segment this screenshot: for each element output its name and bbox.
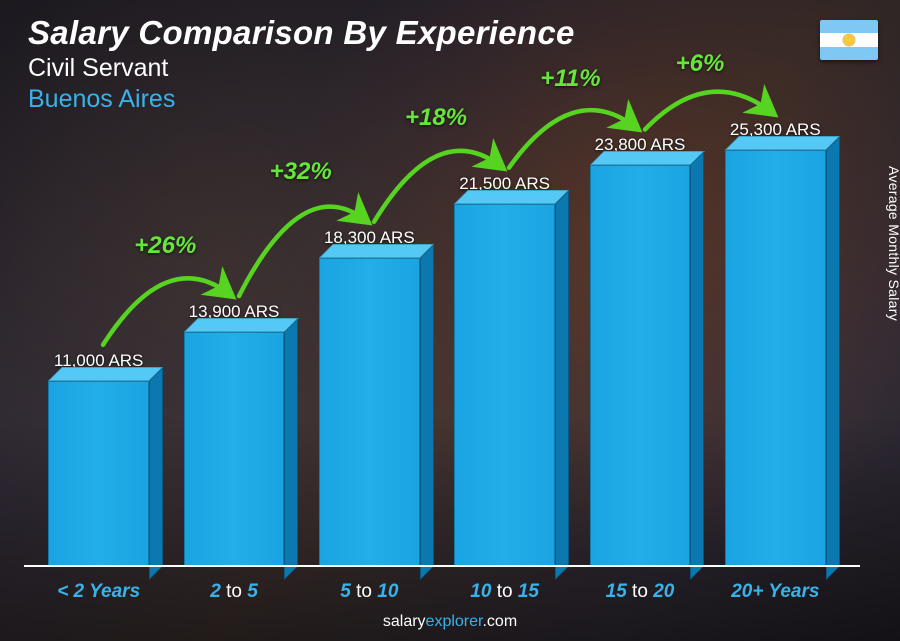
- bar-slot: 25,300 ARS: [717, 120, 834, 566]
- category-label: 2 to 5: [175, 581, 292, 603]
- bar-slot: 21,500 ARS: [446, 120, 563, 566]
- bar-side-face: [420, 244, 434, 580]
- bar-top-face: [454, 190, 569, 204]
- bar-side-face: [826, 136, 840, 580]
- bar-front-face: [184, 332, 285, 566]
- category-label: 15 to 20: [581, 581, 698, 603]
- bar: [725, 150, 826, 566]
- bar: [319, 258, 420, 566]
- bar: [184, 332, 285, 566]
- flag-sun-icon: [844, 35, 855, 46]
- bar-side-face: [555, 190, 569, 580]
- flag-stripe-top: [820, 20, 878, 33]
- footer-attribution: salaryexplorer.com: [0, 613, 900, 631]
- category-axis: < 2 Years 2 to 5 5 to 10 10 to 15 15 to 20 20…: [34, 581, 840, 603]
- chart-canvas: Salary Comparison By Experience Civil Se…: [0, 0, 900, 641]
- bar-side-face: [149, 367, 163, 580]
- bar: [590, 165, 691, 566]
- bar-group: 11,000 ARS13,900 ARS18,300 ARS21,500 ARS…: [34, 120, 840, 566]
- bar-front-face: [319, 258, 420, 566]
- category-label: 10 to 15: [446, 581, 563, 603]
- increment-pct: +6%: [676, 50, 725, 78]
- bar-top-face: [319, 244, 434, 258]
- bar-top-face: [48, 367, 163, 381]
- bar-slot: 18,300 ARS: [311, 120, 428, 566]
- flag-argentina-icon: [820, 20, 878, 60]
- bar-top-face: [184, 318, 299, 332]
- bar-top-face: [725, 136, 840, 150]
- bar-top-face: [590, 151, 705, 165]
- category-label: < 2 Years: [40, 581, 157, 603]
- increment-pct: +32%: [270, 158, 332, 186]
- footer-accent: explorer: [426, 613, 483, 630]
- title-block: Salary Comparison By Experience Civil Se…: [28, 14, 575, 114]
- chart-area: 11,000 ARS13,900 ARS18,300 ARS21,500 ARS…: [34, 120, 840, 566]
- category-label: 5 to 10: [311, 581, 428, 603]
- increment-pct: +18%: [405, 104, 467, 132]
- bar: [454, 204, 555, 566]
- bar-front-face: [454, 204, 555, 566]
- bar-front-face: [48, 381, 149, 566]
- footer-pre: salary: [383, 613, 426, 630]
- x-axis-line: [24, 565, 860, 567]
- bar-front-face: [590, 165, 691, 566]
- bar-slot: 13,900 ARS: [175, 120, 292, 566]
- bar-slot: 23,800 ARS: [581, 120, 698, 566]
- chart-location: Buenos Aires: [28, 85, 575, 114]
- bar-front-face: [725, 150, 826, 566]
- chart-title: Salary Comparison By Experience: [28, 14, 575, 52]
- chart-subtitle: Civil Servant: [28, 54, 575, 83]
- bar-side-face: [284, 318, 298, 580]
- bar-slot: 11,000 ARS: [40, 120, 157, 566]
- increment-pct: +26%: [134, 232, 196, 260]
- flag-stripe-bot: [820, 47, 878, 60]
- bar-side-face: [690, 151, 704, 580]
- category-label: 20+ Years: [717, 581, 834, 603]
- increment-pct: +11%: [540, 65, 600, 93]
- bar: [48, 381, 149, 566]
- y-axis-label: Average Monthly Salary: [886, 166, 900, 321]
- footer-post: .com: [482, 613, 517, 630]
